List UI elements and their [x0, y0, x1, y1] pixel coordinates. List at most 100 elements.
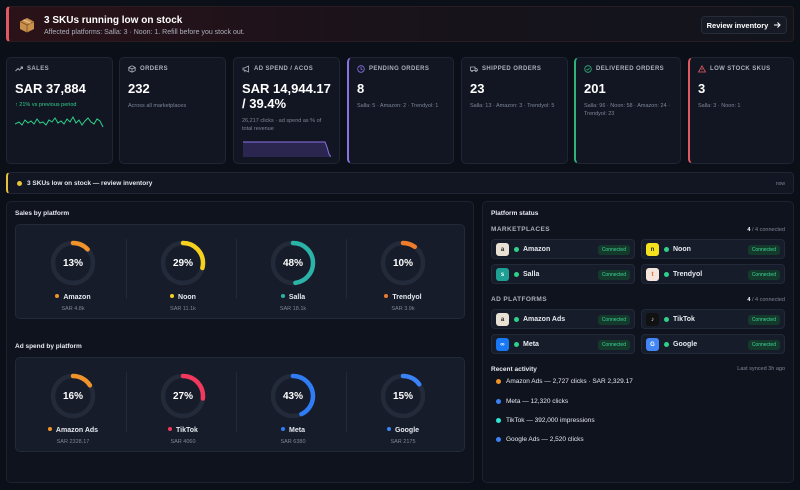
status-dot — [664, 247, 669, 252]
kpi-shipped-orders[interactable]: Shipped orders 23 Salla: 13 · Amazon: 3 … — [461, 57, 568, 164]
meta-logo-icon: ∞ — [496, 338, 509, 351]
amazon-ads-logo-icon: a — [496, 313, 509, 326]
donut-ring — [380, 240, 426, 286]
ad-platform-name: Meta — [523, 341, 539, 348]
donut-arc — [160, 240, 206, 286]
status-dot — [514, 317, 519, 322]
banner-title: 3 SKUs running low on stock — [44, 15, 183, 26]
kpi-ad-spend-value: SAR 14,944.17 / 39.4% — [242, 81, 331, 111]
marketplace-card-trendyol[interactable]: t Trendyol Connected — [641, 264, 785, 284]
ad-platforms-heading: AD PLATFORMS — [491, 296, 547, 303]
trendyol-logo-icon: t — [646, 268, 659, 281]
cube-icon — [128, 65, 136, 73]
kpi-low-stock[interactable]: Low stock SKUs 3 Salla: 3 · Noon: 1 — [688, 57, 794, 164]
legend-dot — [384, 294, 389, 298]
donut-arc — [380, 373, 426, 419]
low-stock-alert-row[interactable]: 3 SKUs low on stock — review inventory n… — [6, 172, 794, 194]
kpi-ad-spend-note: 26,217 clicks · ad spend as % of total r… — [242, 118, 322, 132]
donut-amount: SAR 4.8k — [61, 306, 85, 312]
kpi-orders[interactable]: Orders 232 Across all marketplaces — [119, 57, 226, 164]
divider — [126, 239, 127, 299]
divider — [346, 372, 347, 432]
donut-ring — [380, 373, 426, 419]
ad-platform-card-meta[interactable]: ∞ Meta Connected — [491, 334, 635, 354]
marketplace-name: Amazon — [523, 246, 551, 253]
sales-donut-amazon[interactable]: 13% Amazon SAR 4.8k — [16, 225, 126, 318]
legend-dot — [170, 294, 175, 298]
kpi-ad-spend[interactable]: Ad spend / ACOS SAR 14,944.17 / 39.4% 26… — [233, 57, 340, 164]
donut-amount: SAR 2175 — [390, 439, 416, 445]
ad-platform-card-amazon-ads[interactable]: a Amazon Ads Connected — [491, 309, 635, 329]
review-inventory-label: Review inventory — [706, 20, 769, 30]
banner-subtitle: Affected platforms: Salla: 3 · Noon: 1. … — [44, 29, 245, 36]
legend-dot — [280, 294, 285, 298]
kpi-delivered-orders[interactable]: Delivered orders 201 Salla: 96 · Noon: 5… — [574, 57, 681, 164]
donut-arc — [380, 240, 426, 286]
kpi-shipped-label: Shipped orders — [482, 66, 542, 72]
donut-platform-name: Meta — [236, 427, 350, 434]
marketplaces-heading: MARKETPLACES — [491, 226, 550, 233]
ad-spend-donut-tiktok[interactable]: 27% TikTok SAR 4060 — [126, 358, 236, 451]
ad-spend-donut-amazon-ads[interactable]: 16% Amazon Ads SAR 2328.17 — [16, 358, 126, 451]
status-badge: Connected — [747, 270, 780, 280]
kpi-sales-label: Sales — [27, 66, 50, 72]
status-badge: Connected — [747, 315, 780, 325]
donut-platform-name: Noon — [126, 294, 240, 301]
kpi-pending-orders[interactable]: Pending orders 8 Salla: 5 · Amazon: 2 · … — [347, 57, 454, 164]
kpi-low-stock-label: Low stock SKUs — [710, 66, 771, 72]
donut-amount: SAR 6380 — [280, 439, 306, 445]
ad-spend-donut-meta[interactable]: 43% Meta SAR 6380 — [236, 358, 346, 451]
donut-amount: SAR 2328.17 — [56, 439, 90, 445]
activity-item: Amazon Ads — 2,727 clicks · SAR 2,329.17 — [496, 378, 633, 385]
donut-arc — [50, 240, 96, 286]
sales-donut-salla[interactable]: 48% Salla SAR 18.1k — [236, 225, 346, 318]
activity-dot — [496, 418, 501, 423]
ad-spend-donut-google[interactable]: 15% Google SAR 2175 — [346, 358, 456, 451]
amazon-logo-icon: a — [496, 243, 509, 256]
donut-amount: SAR 4060 — [170, 439, 196, 445]
divider — [346, 239, 347, 299]
marketplace-name: Noon — [673, 246, 691, 253]
ad-platform-name: TikTok — [673, 316, 695, 323]
review-inventory-button[interactable]: Review inventory — [701, 16, 787, 34]
donut-platform-name: Trendyol — [346, 294, 460, 301]
marketplace-card-noon[interactable]: n Noon Connected — [641, 239, 785, 259]
trend-up-icon — [15, 66, 23, 72]
marketplace-card-amazon[interactable]: a Amazon Connected — [491, 239, 635, 259]
status-badge: Connected — [597, 245, 630, 255]
alert-text: 3 SKUs low on stock — review inventory — [27, 180, 153, 187]
status-badge: Connected — [597, 270, 630, 280]
ad-spend-by-platform-title: Ad spend by platform — [15, 343, 82, 350]
kpi-orders-note: Across all marketplaces — [128, 103, 187, 109]
last-synced: Last synced 3h ago — [737, 366, 785, 372]
donut-percent: 15% — [392, 390, 413, 402]
donut-arc — [160, 373, 206, 419]
activity-dot — [496, 437, 501, 442]
kpi-sales[interactable]: Sales SAR 37,884 ↑ 21% vs previous perio… — [6, 57, 113, 164]
megaphone-icon — [242, 65, 249, 73]
donut-percent: 13% — [62, 257, 83, 269]
marketplace-card-salla[interactable]: s Salla Connected — [491, 264, 635, 284]
donut-platform-name: Amazon Ads — [16, 427, 130, 434]
activity-item: Meta — 12,320 clicks — [496, 398, 568, 405]
ad-platform-card-google[interactable]: G Google Connected — [641, 334, 785, 354]
recent-activity-title: Recent activity — [491, 366, 537, 373]
sales-donut-noon[interactable]: 29% Noon SAR 11.1k — [126, 225, 236, 318]
kpi-pending-note: Salla: 5 · Amazon: 2 · Trendyol: 1 — [357, 103, 439, 109]
donut-platform-name: Salla — [236, 294, 350, 301]
kpi-pending-value: 8 — [357, 81, 365, 96]
kpi-pending-label: Pending orders — [369, 66, 430, 72]
donut-arc — [270, 373, 316, 419]
sales-donut-trendyol[interactable]: 10% Trendyol SAR 3.9k — [346, 225, 456, 318]
truck-icon — [470, 66, 478, 73]
donut-percent: 27% — [172, 390, 193, 402]
sales-donut-row: 13% Amazon SAR 4.8k 29% Noon SAR 11.1k 48% Sall… — [15, 224, 465, 319]
donut-platform-name: Amazon — [16, 294, 130, 301]
donut-percent: 29% — [172, 257, 193, 269]
kpi-orders-value: 232 — [128, 81, 150, 96]
ad-platform-card-tiktok[interactable]: ♪ TikTok Connected — [641, 309, 785, 329]
donut-platform-name: Google — [346, 427, 460, 434]
kpi-low-stock-value: 3 — [698, 81, 706, 96]
donut-ring — [270, 373, 316, 419]
status-badge: Connected — [597, 340, 630, 350]
